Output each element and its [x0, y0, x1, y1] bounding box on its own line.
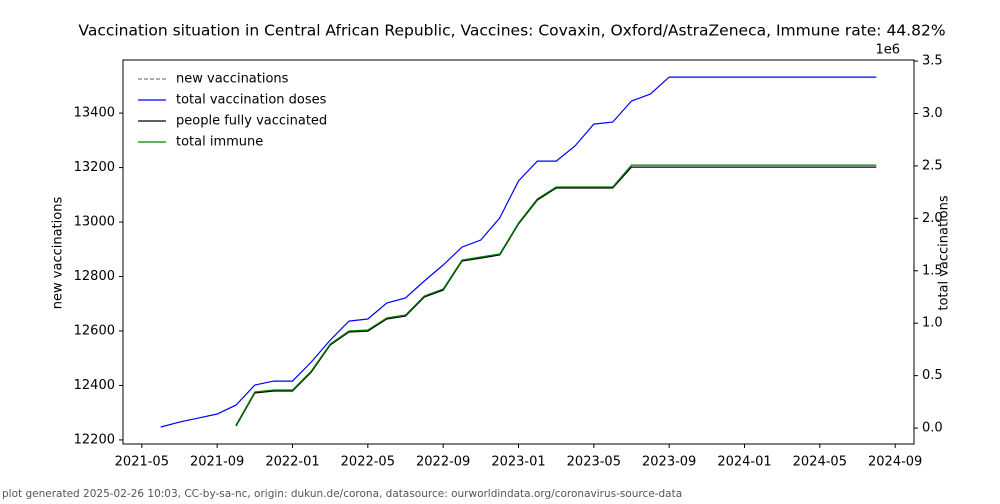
y2-tick-label: 1.5: [922, 263, 943, 278]
x-tick-label: 2024-01: [717, 455, 771, 470]
y-tick-label: 13400: [74, 106, 115, 121]
y-tick-label: 12600: [74, 323, 115, 338]
y-tick-label: 13200: [74, 160, 115, 175]
series-line: [235, 164, 877, 426]
y2-tick-label: 1.0: [922, 316, 943, 331]
x-tick-label: 2022-05: [341, 455, 395, 470]
footer: plot generated 2025-02-26 10:03, CC-by-s…: [2, 488, 682, 500]
x-tick-label: 2021-05: [115, 455, 169, 470]
x-tick-label: 2024-05: [793, 455, 847, 470]
y2-tick-label: 2.0: [922, 211, 943, 226]
y-tick-label: 12800: [74, 269, 115, 284]
y-tick-label: 12200: [74, 432, 115, 447]
y-axis-label: new vaccinations: [51, 197, 66, 310]
x-tick-label: 2022-09: [416, 455, 470, 470]
chart-title: Vaccination situation in Central African…: [78, 22, 945, 40]
legend-label: people fully vaccinated: [176, 114, 327, 129]
y-tick-label: 12400: [74, 378, 115, 393]
y2-tick-label: 0.5: [922, 368, 943, 383]
y2-offset-label: 1e6: [875, 43, 900, 58]
legend-label: total vaccination doses: [176, 93, 327, 108]
x-tick-label: 2022-01: [265, 455, 319, 470]
x-tick-label: 2023-09: [642, 455, 696, 470]
series-line: [160, 76, 877, 428]
series-line: [235, 166, 877, 427]
y2-tick-label: 3.0: [922, 106, 943, 121]
y2-tick-label: 3.5: [922, 54, 943, 69]
legend-label: total immune: [176, 135, 263, 150]
x-tick-label: 2021-09: [190, 455, 244, 470]
y2-tick-label: 0.0: [922, 421, 943, 436]
x-tick-label: 2023-01: [491, 455, 545, 470]
y2-tick-label: 2.5: [922, 158, 943, 173]
legend-label: new vaccinations: [176, 72, 289, 87]
y-tick-label: 13000: [74, 215, 115, 230]
x-tick-label: 2023-05: [567, 455, 621, 470]
y2-axis-label: total vaccinations: [937, 195, 952, 311]
x-tick-label: 2024-09: [868, 455, 922, 470]
